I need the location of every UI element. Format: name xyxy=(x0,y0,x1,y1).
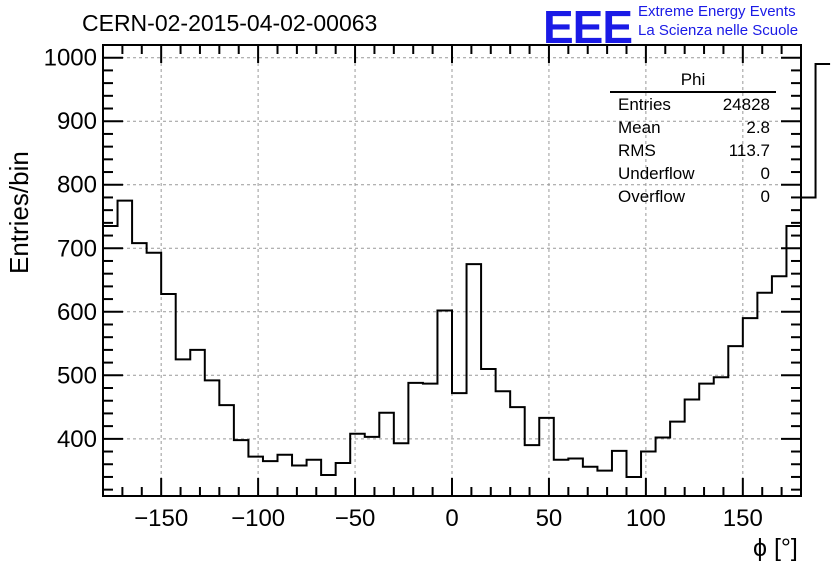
y-tick-label: 600 xyxy=(57,299,97,326)
y-tick-label: 500 xyxy=(57,362,97,389)
x-axis-ticks: −150 −100 −50 0 50 100 150 xyxy=(102,45,802,532)
x-tick-label: 0 xyxy=(445,505,458,532)
eee-logo: EEE xyxy=(543,1,633,53)
x-tick-label: 100 xyxy=(626,505,666,532)
stats-value: 24828 xyxy=(722,95,770,114)
logo-caption: Extreme Energy Events La Scienza nelle S… xyxy=(638,2,798,40)
stats-value: 2.8 xyxy=(746,118,770,137)
stats-label: Mean xyxy=(618,118,661,137)
stats-label: Overflow xyxy=(618,187,686,206)
x-tick-label: −100 xyxy=(231,505,285,532)
x-axis-label: ϕ [°] xyxy=(753,534,798,562)
y-tick-label: 900 xyxy=(57,108,97,135)
stats-row: Underflow 0 xyxy=(610,162,776,185)
y-tick-label: 700 xyxy=(57,235,97,262)
x-tick-label: −150 xyxy=(134,505,188,532)
stats-label: Underflow xyxy=(618,164,695,183)
stats-row: Overflow 0 xyxy=(610,185,776,208)
stats-box: Phi Entries 24828 Mean 2.8 RMS 113.7 Und… xyxy=(610,70,776,208)
chart-title: CERN-02-2015-04-02-00063 xyxy=(82,10,378,36)
x-tick-label: −50 xyxy=(335,505,376,532)
histogram-line xyxy=(103,63,831,478)
x-tick-label: 150 xyxy=(723,505,763,532)
y-tick-label: 1000 xyxy=(44,45,97,72)
y-tick-label: 400 xyxy=(57,426,97,453)
y-tick-label: 800 xyxy=(57,172,97,199)
stats-row: RMS 113.7 xyxy=(610,139,776,162)
stats-label: Entries xyxy=(618,95,671,114)
stats-row: Mean 2.8 xyxy=(610,116,776,139)
stats-label: RMS xyxy=(618,141,656,160)
x-tick-label: 50 xyxy=(536,505,563,532)
stats-title: Phi xyxy=(610,70,776,93)
plot-frame xyxy=(102,44,802,497)
stats-value: 113.7 xyxy=(728,141,770,160)
y-axis-ticks: 400 500 600 700 800 900 1000 xyxy=(44,44,801,491)
logo-caption-line1: Extreme Energy Events xyxy=(638,3,796,20)
stats-value: 0 xyxy=(760,187,770,206)
y-axis-label: Entries/bin xyxy=(4,151,34,274)
logo-caption-line2: La Scienza nelle Scuole xyxy=(638,22,799,39)
stats-value: 0 xyxy=(760,164,770,183)
stats-row: Entries 24828 xyxy=(610,93,776,116)
